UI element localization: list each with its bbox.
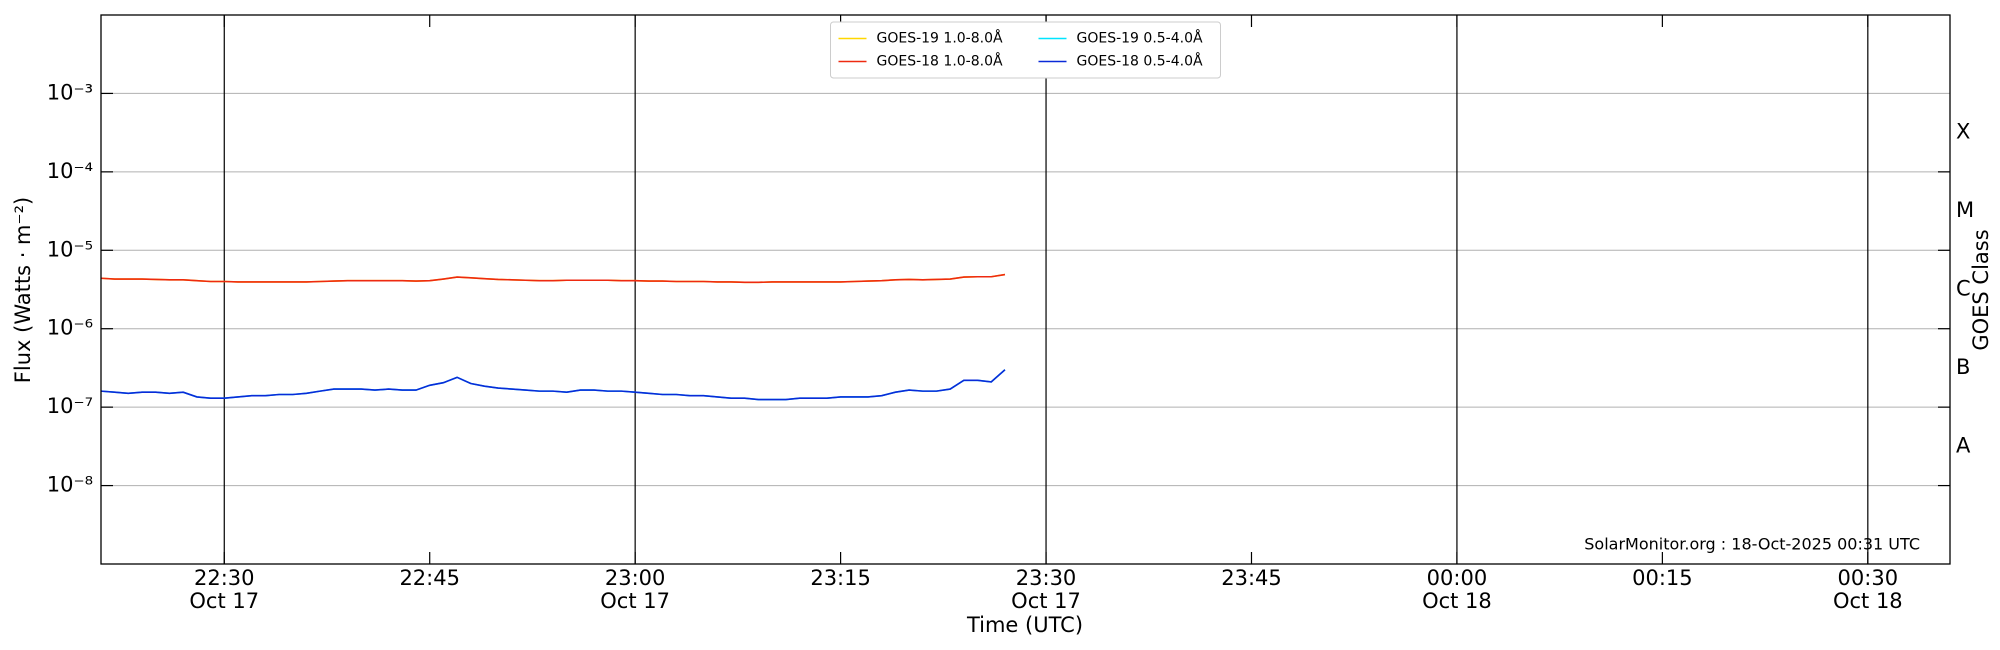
x-tick-label: 22:30 Oct 17 bbox=[189, 566, 259, 613]
y2-axis-label: GOES Class bbox=[1969, 229, 1993, 350]
y-tick-label: 10⁻⁵ bbox=[47, 237, 93, 261]
x-tick-label: 00:30 Oct 18 bbox=[1833, 566, 1903, 613]
y-tick-label: 10⁻⁸ bbox=[47, 473, 93, 497]
series-line bbox=[100, 273, 1006, 284]
y-tick-label: 10⁻⁶ bbox=[47, 316, 93, 340]
legend-label: GOES-19 0.5-4.0Å bbox=[1077, 30, 1203, 47]
legend-box bbox=[830, 21, 1221, 79]
x-tick-label: 23:00 Oct 17 bbox=[600, 566, 670, 613]
plot-frame bbox=[100, 14, 1951, 565]
y-axis-label: Flux (Watts · m⁻²) bbox=[11, 197, 35, 383]
x-tick-label: 23:30 Oct 17 bbox=[1011, 566, 1081, 613]
y2-tick-label: C bbox=[1956, 277, 1971, 301]
legend-label: GOES-19 1.0-8.0Å bbox=[877, 30, 1003, 47]
series-line bbox=[100, 369, 1006, 401]
x-axis-label: Time (UTC) bbox=[966, 613, 1083, 637]
x-tick-label: 00:00 Oct 18 bbox=[1422, 566, 1492, 613]
legend-label: GOES-18 0.5-4.0Å bbox=[1077, 53, 1203, 70]
y-tick-label: 10⁻⁴ bbox=[47, 159, 93, 183]
y2-tick-label: X bbox=[1956, 120, 1970, 144]
y-tick-label: 10⁻³ bbox=[47, 80, 93, 104]
x-tick-label: 00:15 bbox=[1632, 566, 1693, 590]
y2-tick-label: B bbox=[1956, 355, 1970, 379]
legend: GOES-19 1.0-8.0Å GOES-18 1.0-8.0Å GOES-19 … bbox=[830, 21, 1221, 79]
y-tick-label: 10⁻⁷ bbox=[47, 394, 93, 418]
y2-tick-label: M bbox=[1956, 198, 1974, 222]
x-tick-label: 22:45 bbox=[399, 566, 460, 590]
y2-tick-label: A bbox=[1956, 433, 1971, 457]
x-tick-label: 23:45 bbox=[1221, 566, 1282, 590]
legend-label: GOES-18 1.0-8.0Å bbox=[877, 53, 1003, 70]
footer-note: SolarMonitor.org : 18-Oct-2025 00:31 UTC bbox=[1584, 535, 1920, 554]
x-tick-label: 23:15 bbox=[810, 566, 871, 590]
